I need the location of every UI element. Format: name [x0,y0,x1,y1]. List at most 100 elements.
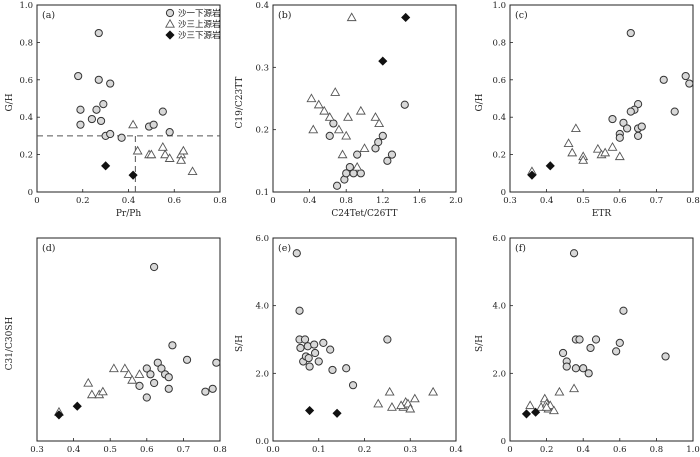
panel-c: 0.3 0.4 0.5 0.6 0.7 0.8 0 0.2 0.4 0.6 0.8 1.0 (c) ETR… [475,1,700,219]
legend-symbol-circle [165,8,175,18]
data-point-triangle [97,386,108,396]
data-point-circle [168,341,177,350]
data-point-triangle [83,377,94,387]
data-point-circle [681,71,690,81]
y-axis-label: C19/C23TT [235,77,245,129]
data-point-circle [571,364,580,373]
data-point-triangle [359,143,370,152]
x-axis-label: ETR [592,209,612,219]
data-point-circle [106,79,115,88]
x-tick-label: 0.6 [613,196,627,206]
x-tick-label: 1.6 [413,196,427,206]
data-point-circle [326,345,335,354]
y-axis-label: G/H [475,93,485,111]
y-tick-label: 0 [501,188,506,198]
data-point-triangle [187,166,198,176]
legend-item-1: 沙三上源岩 [165,18,221,30]
y-tick-label: 0.3 [255,63,269,73]
data-point-circle [634,131,643,140]
data-point-circle [146,370,155,379]
y-tick-label: 0.2 [255,126,269,136]
x-tick-label: 0.5 [576,196,590,206]
legend-symbol-diamond [165,30,175,40]
data-point-triangle [333,124,344,134]
data-point-circle [374,138,383,147]
data-point-triangle [164,153,175,162]
x-tick-label: 0.8 [339,196,353,206]
y-tick-label: 0.4 [255,1,269,11]
data-point-circle [579,364,588,373]
panel-a: 0 0.2 0.4 0.6 0.8 0 0.2 0.4 0.6 0.8 1.0 (a) Pr/Ph G/H [5,1,227,219]
data-point-circle [328,365,337,375]
data-point-triangle [614,151,625,161]
data-point-diamond [128,170,138,180]
y-axis-label: S/H [475,335,485,352]
y-tick-label: 0.8 [19,38,33,48]
data-point-triangle [355,105,366,115]
panel-label: (a) [42,10,55,21]
x-tick-label: 0.8 [686,196,700,206]
x-tick-label: 0.4 [540,196,554,206]
data-point-circle [615,338,624,347]
data-point-circle [74,71,83,81]
data-point-triangle [343,112,354,121]
data-point-triangle [548,405,559,415]
data-point-circle [378,131,387,140]
data-point-circle [76,120,85,129]
plot-frame [509,4,694,193]
legend-item-0: 沙一下源岩 [165,8,221,19]
data-point-triangle [607,142,618,151]
x-tick-label: 0.6 [613,445,627,455]
x-tick-label: 0.3 [503,196,517,206]
y-tick-label: 1.0 [19,1,33,11]
data-point-circle [387,150,397,159]
data-point-triangle [569,383,580,393]
y-tick-label: 6.0 [255,234,269,244]
data-point-diamond [531,407,541,417]
data-point-circle [400,100,409,109]
data-point-circle [562,362,571,371]
x-axis-label: Pr/Ph [116,209,141,219]
legend-symbol-triangle [165,18,175,28]
data-point-triangle [132,145,143,155]
data-point-circle [584,369,593,378]
data-point-triangle [313,99,324,109]
data-point-circle [158,107,167,116]
y-tick-label: 0.0 [255,437,269,447]
data-point-circle [383,335,392,344]
panel-e: 0.00.10.20.30.40.02.04.06.0(e)C27DiaST/C… [235,234,463,455]
x-tick-label: 0 [34,196,39,206]
data-point-circle [117,133,126,142]
data-point-circle [135,381,144,390]
data-point-circle [325,131,334,140]
y-tick-label: 0 [501,437,506,447]
data-point-circle [383,156,392,165]
y-tick-label: 1.0 [492,1,506,11]
x-tick-label: 0.4 [576,445,590,455]
data-point-diamond [401,12,411,23]
panel-label: (f) [515,243,526,254]
data-point-triangle [123,369,134,378]
x-tick-label: 0.4 [67,445,81,455]
data-point-triangle [346,12,357,22]
data-point-circle [310,340,319,349]
y-tick-label: 0.8 [492,38,506,48]
data-point-triangle [319,105,330,115]
x-tick-label: 0.2 [358,445,372,455]
data-point-circle [659,75,668,84]
data-point-triangle [386,402,397,411]
y-tick-label: 4.0 [492,302,506,312]
legend-item-2: 沙三下源岩 [165,30,221,41]
data-point-circle [314,357,323,366]
data-point-triangle [119,363,130,373]
data-point-triangle [330,87,341,96]
x-axis-label: C24Tet/C26TT [331,209,397,219]
x-tick-label: 1.0 [686,445,700,455]
data-point-circle [164,384,173,393]
data-point-triangle [600,147,611,157]
x-tick-label: 0.8 [650,445,664,455]
y-tick-label: 0.1 [255,188,269,198]
data-point-triangle [128,119,139,129]
data-point-circle [626,107,635,116]
